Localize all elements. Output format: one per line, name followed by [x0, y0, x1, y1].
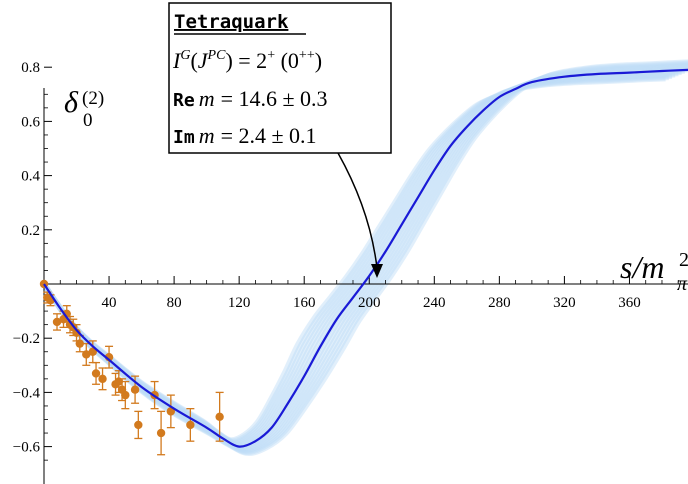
annotation-title: Tetraquark [174, 11, 289, 33]
x-axis-title-sup: 2 [679, 249, 688, 271]
annotation-arrow [337, 152, 378, 269]
data-point [215, 391, 224, 442]
y-ticks: −0.6 −0.4 −0.2 0.2 0.4 0.6 0.8 [13, 60, 52, 461]
annotation-line1-I: I [172, 48, 182, 73]
y-axis-title-sub: 0 [83, 110, 93, 131]
band-curve [41, 73, 673, 445]
x-tick-label: 160 [293, 295, 316, 311]
annotation-re-m: m [199, 86, 215, 111]
annotation-arrow-head [371, 264, 383, 278]
data-marker [186, 420, 195, 430]
data-marker [121, 390, 130, 400]
y-tick-label: −0.6 [13, 440, 41, 456]
annotation-re-label: Re [173, 90, 195, 111]
annotation-line1-pp: ++ [299, 48, 315, 63]
band-curve [41, 75, 669, 444]
annotation-line2: Re m = 14.6 ± 0.3 [173, 86, 328, 111]
band-curve [41, 72, 676, 446]
x-tick-label: 120 [228, 295, 251, 311]
annotation-line1-rest1: (0 [275, 48, 299, 73]
y-tick-label: −0.4 [13, 385, 41, 401]
x-tick-label: 360 [618, 295, 641, 311]
data-marker [166, 407, 176, 416]
data-marker [82, 350, 91, 359]
x-tick-label: 320 [553, 295, 576, 311]
annotation-box [168, 2, 392, 154]
annotation-line1-plus: + [267, 48, 275, 63]
data-point [166, 394, 176, 429]
y-axis-title: δ [64, 86, 79, 119]
data-marker [215, 412, 224, 421]
band-curve [41, 59, 688, 456]
y-axis-title-base: δ [64, 86, 79, 119]
x-ticks: 40 80 120 160 200 240 280 320 360 [59, 276, 679, 311]
annotation-line1-open: ( [190, 48, 197, 73]
annotation-im-value: = 2.4 ± 0.1 [221, 123, 317, 148]
data-point [104, 345, 114, 369]
annotation-line1-PC: PC [207, 48, 227, 63]
data-point [82, 342, 91, 366]
data-point [121, 380, 130, 410]
y-tick-label: 0.6 [21, 114, 40, 130]
data-point [52, 313, 62, 331]
annotation-line1: IG(JPC) = 2+ (0++) [172, 48, 322, 73]
data-marker [134, 420, 143, 430]
annotation-line1-eq: = 2 [233, 48, 267, 73]
data-point [156, 410, 166, 456]
annotation-im-m: m [199, 123, 215, 148]
central-fit-curve [43, 68, 688, 448]
data-point [134, 410, 143, 440]
x-tick-label: 240 [423, 295, 446, 311]
annotation-line1-close: ) [225, 48, 232, 73]
data-point [91, 361, 101, 385]
data-marker [156, 428, 166, 438]
data-marker [98, 374, 107, 384]
x-tick-label: 80 [167, 295, 182, 311]
y-axis-title-sup: (2) [82, 88, 104, 109]
band-curve [41, 76, 666, 443]
y-tick-label: 0.4 [21, 169, 40, 185]
annotation-line1-J: J [198, 48, 209, 73]
data-marker [130, 385, 140, 394]
x-axis-title: s/m [620, 249, 664, 285]
annotation-line1-rest2: ) [315, 48, 322, 73]
y-tick-label: 0.8 [21, 60, 40, 76]
band-curve [41, 60, 688, 455]
annotation-line3: Im m = 2.4 ± 0.1 [173, 123, 317, 148]
x-tick-label: 200 [358, 295, 381, 311]
x-axis-title-sub: π [677, 273, 688, 295]
y-tick-label: −0.2 [13, 331, 40, 347]
annotation: Tetraquark IG(JPC) = 2+ (0++) Re m = 14.6 … [168, 2, 392, 278]
y-tick-label: 0.2 [21, 223, 40, 239]
x-tick-label: 280 [488, 295, 511, 311]
annotation-line1-G: G [180, 48, 190, 63]
data-marker [91, 369, 101, 378]
annotation-im-label: Im [173, 127, 195, 148]
data-marker [75, 339, 84, 348]
data-point [186, 408, 195, 442]
data-marker [52, 317, 62, 327]
annotation-re-value: = 14.6 ± 0.3 [221, 86, 328, 111]
x-tick-label: 40 [102, 295, 117, 311]
